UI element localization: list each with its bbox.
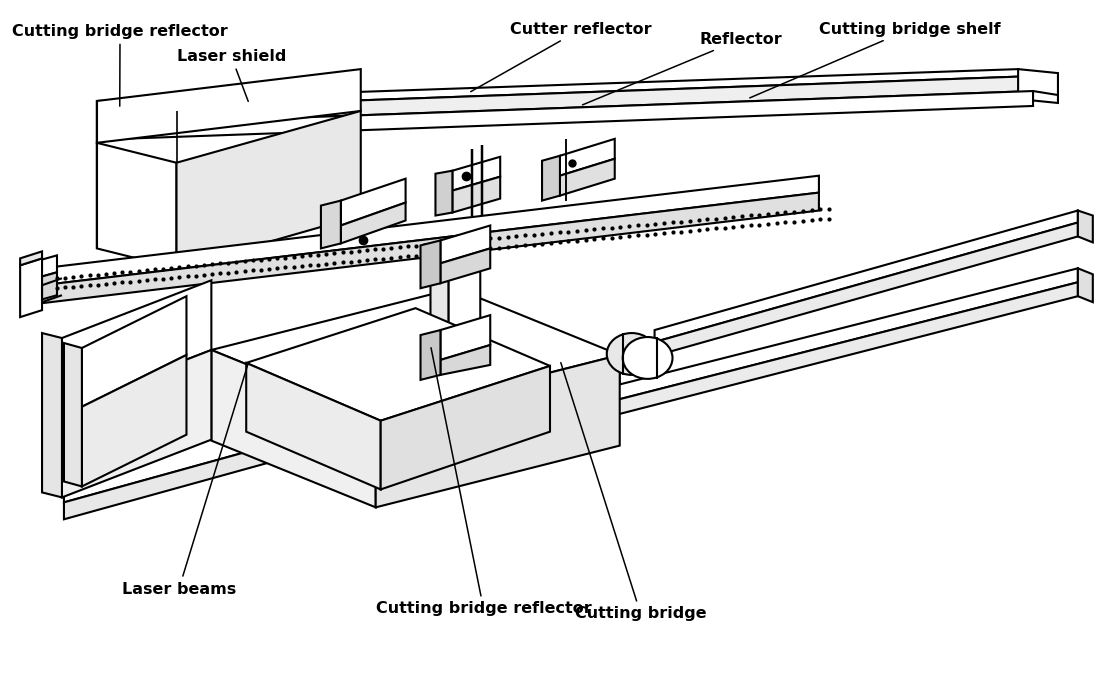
Polygon shape <box>449 257 481 346</box>
Polygon shape <box>62 350 211 498</box>
Polygon shape <box>64 392 381 502</box>
Polygon shape <box>654 211 1078 342</box>
Polygon shape <box>440 225 491 263</box>
Polygon shape <box>430 365 449 406</box>
Polygon shape <box>500 282 1078 445</box>
Polygon shape <box>341 202 406 243</box>
Polygon shape <box>97 69 1033 109</box>
Text: Cutter reflector: Cutter reflector <box>471 21 652 91</box>
Text: Cutting bridge reflector: Cutting bridge reflector <box>12 24 228 106</box>
Polygon shape <box>97 69 361 143</box>
Polygon shape <box>32 255 57 279</box>
Polygon shape <box>211 288 619 416</box>
Polygon shape <box>321 200 341 248</box>
Polygon shape <box>381 350 619 432</box>
Ellipse shape <box>607 333 657 375</box>
Polygon shape <box>176 111 361 268</box>
Polygon shape <box>97 143 176 268</box>
Polygon shape <box>452 177 500 213</box>
Polygon shape <box>32 272 57 302</box>
Polygon shape <box>1078 268 1092 302</box>
Polygon shape <box>62 280 211 407</box>
Polygon shape <box>246 308 550 421</box>
Polygon shape <box>420 330 440 380</box>
Text: Cutting bridge: Cutting bridge <box>561 362 706 622</box>
Polygon shape <box>440 345 491 375</box>
Polygon shape <box>440 248 491 283</box>
Ellipse shape <box>623 337 672 379</box>
Polygon shape <box>430 268 449 352</box>
Polygon shape <box>440 315 491 360</box>
Polygon shape <box>122 91 1033 139</box>
Polygon shape <box>341 179 406 225</box>
Polygon shape <box>560 159 615 195</box>
Polygon shape <box>64 343 81 486</box>
Polygon shape <box>42 193 818 303</box>
Polygon shape <box>81 296 187 407</box>
Polygon shape <box>64 414 381 519</box>
Text: Laser beams: Laser beams <box>122 362 249 597</box>
Polygon shape <box>500 268 1078 430</box>
Polygon shape <box>122 76 1033 124</box>
Text: Laser shield: Laser shield <box>176 49 286 101</box>
Polygon shape <box>560 139 615 176</box>
Text: Cutting bridge reflector: Cutting bridge reflector <box>376 348 592 617</box>
Polygon shape <box>376 355 619 507</box>
Polygon shape <box>420 240 440 288</box>
Polygon shape <box>42 333 62 498</box>
Polygon shape <box>42 176 818 286</box>
Polygon shape <box>1019 69 1058 103</box>
Polygon shape <box>436 170 452 216</box>
Polygon shape <box>449 354 481 401</box>
Text: Cutting bridge shelf: Cutting bridge shelf <box>750 21 1001 98</box>
Polygon shape <box>654 222 1078 356</box>
Polygon shape <box>1078 211 1092 243</box>
Polygon shape <box>20 258 42 317</box>
Polygon shape <box>381 368 619 450</box>
Polygon shape <box>81 355 187 486</box>
Polygon shape <box>246 363 381 489</box>
Text: Reflector: Reflector <box>582 32 782 105</box>
Polygon shape <box>20 252 42 265</box>
Polygon shape <box>542 156 560 200</box>
Polygon shape <box>452 157 500 191</box>
Polygon shape <box>381 366 550 489</box>
Polygon shape <box>211 350 376 507</box>
